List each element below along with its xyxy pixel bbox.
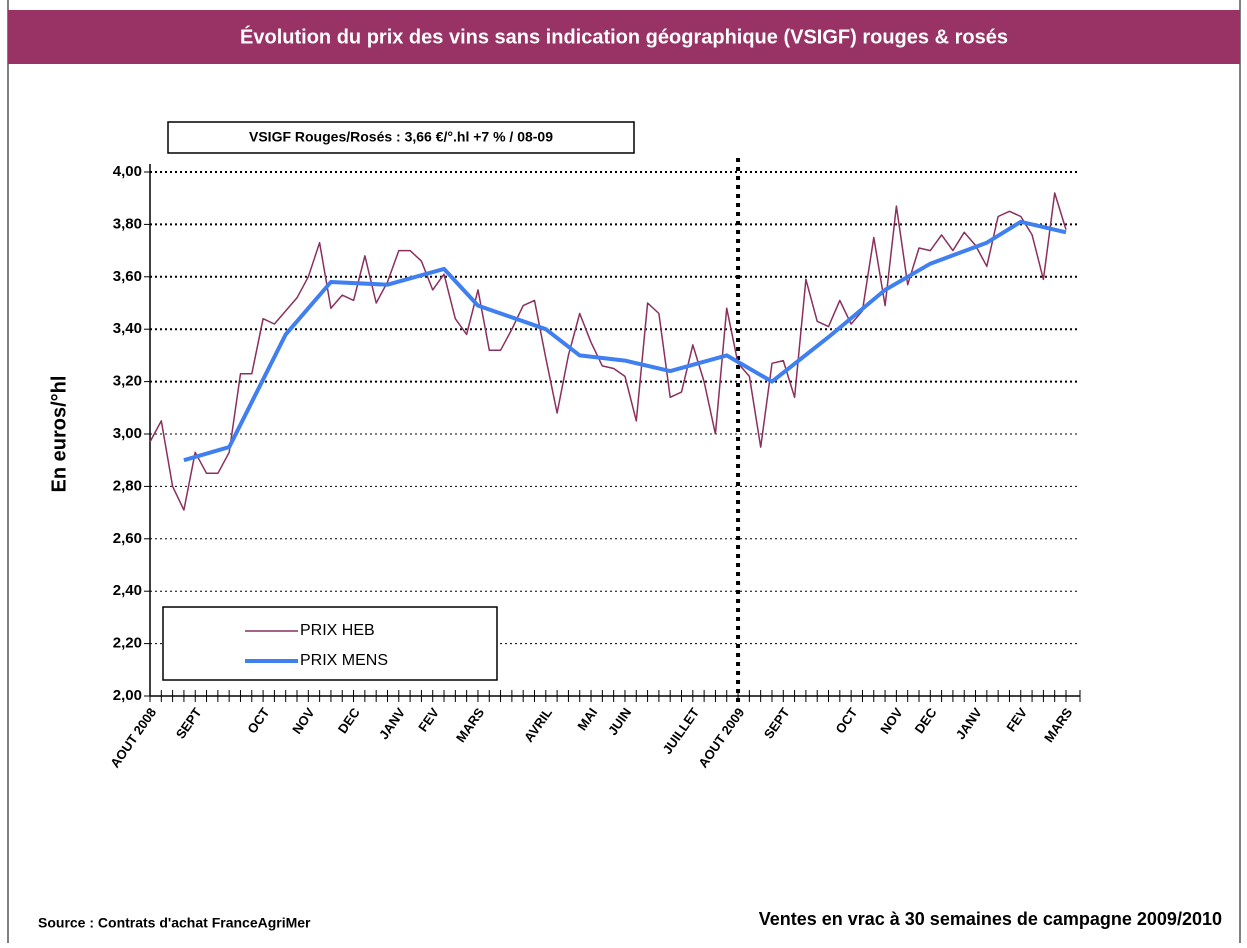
y-tick-label: 3,80 — [113, 215, 142, 232]
legend-label: PRIX HEB — [300, 622, 375, 639]
y-tick-label: 2,00 — [113, 687, 142, 704]
y-tick-label: 3,20 — [113, 373, 142, 390]
source: Source : Contrats d'achat FranceAgriMer — [38, 915, 311, 931]
annotation: VSIGF Rouges/Rosés : 3,66 €/°.hl +7 % / … — [249, 129, 553, 145]
title-banner — [8, 10, 1240, 64]
y-tick-label: 4,00 — [113, 163, 142, 180]
footnote: Ventes en vrac à 30 semaines de campagne… — [759, 909, 1222, 929]
annotation-box — [167, 121, 635, 154]
chart-title: Évolution du prix des vins sans indicati… — [240, 25, 1008, 48]
y-tick-label: 3,00 — [113, 425, 142, 442]
y-tick-label: 2,20 — [113, 635, 142, 652]
y-tick-label: 2,40 — [113, 582, 142, 599]
y-tick-label: 3,60 — [113, 268, 142, 285]
y-tick-label: 2,80 — [113, 477, 142, 494]
series-line — [183, 219, 1067, 463]
y-axis-label: En euros/°hl — [48, 376, 70, 493]
series-line — [149, 192, 1067, 511]
legend-box — [162, 606, 498, 681]
y-tick-label: 2,60 — [113, 530, 142, 547]
legend-label: PRIX MENS — [300, 652, 388, 669]
y-tick-label: 3,40 — [113, 320, 142, 337]
